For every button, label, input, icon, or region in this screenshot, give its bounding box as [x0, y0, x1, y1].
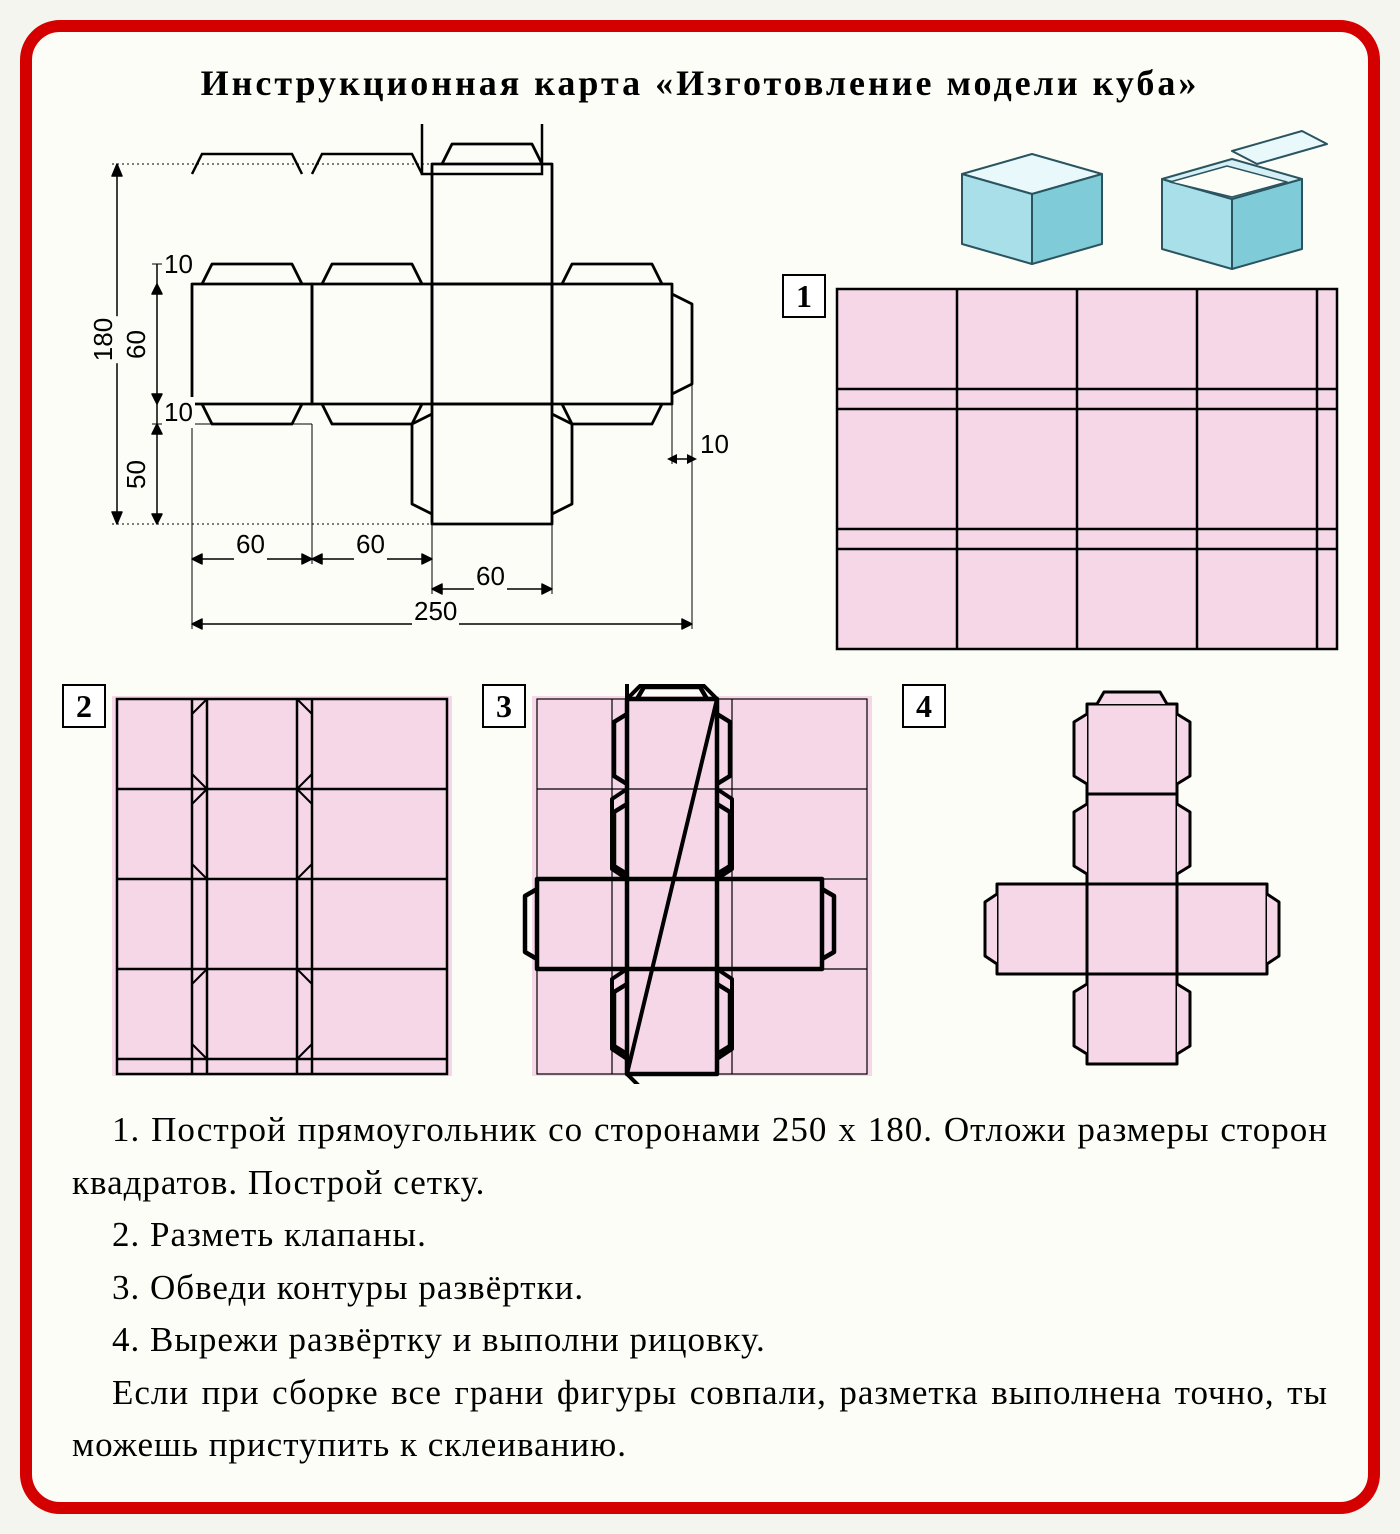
dim-180: 180 [88, 316, 119, 363]
step-2-badge: 2 [62, 684, 106, 728]
step-1-badge: 1 [782, 274, 826, 318]
dim-60c: 60 [474, 561, 507, 592]
instr-2: 2. Разметь клапаны. [72, 1209, 1328, 1262]
dim-60v: 60 [121, 328, 152, 361]
instr-5: Если при сборке все грани фигуры совпали… [72, 1367, 1328, 1472]
dim-10b: 10 [162, 397, 195, 428]
card-title: Инструкционная карта «Изготовление модел… [62, 62, 1338, 104]
dim-10a: 10 [162, 249, 195, 280]
step-4-badge: 4 [902, 684, 946, 728]
instruction-card: Инструкционная карта «Изготовление модел… [20, 20, 1380, 1514]
instr-1: 1. Построй прямоугольник со сторонами 25… [72, 1104, 1328, 1209]
step-3-figure: 3 [482, 684, 882, 1084]
main-technical-drawing: 180 10 60 10 50 60 60 60 250 10 [62, 124, 742, 624]
step-3-badge: 3 [482, 684, 526, 728]
step-4-figure: 4 [902, 684, 1342, 1084]
dim-10c: 10 [698, 429, 731, 460]
dim-50: 50 [121, 458, 152, 491]
step-1-figure: 1 [782, 274, 1342, 654]
dim-250: 250 [412, 596, 459, 627]
instructions-text: 1. Построй прямоугольник со сторонами 25… [62, 1104, 1338, 1472]
diagrams-area: 180 10 60 10 50 60 60 60 250 10 [62, 124, 1338, 1104]
cube-illustrations [932, 124, 1332, 274]
instr-4: 4. Вырежи развёртку и выполни рицовку. [72, 1314, 1328, 1367]
step-2-figure: 2 [62, 684, 462, 1084]
dim-60a: 60 [234, 529, 267, 560]
instr-3: 3. Обведи контуры развёртки. [72, 1262, 1328, 1315]
dim-60b: 60 [354, 529, 387, 560]
